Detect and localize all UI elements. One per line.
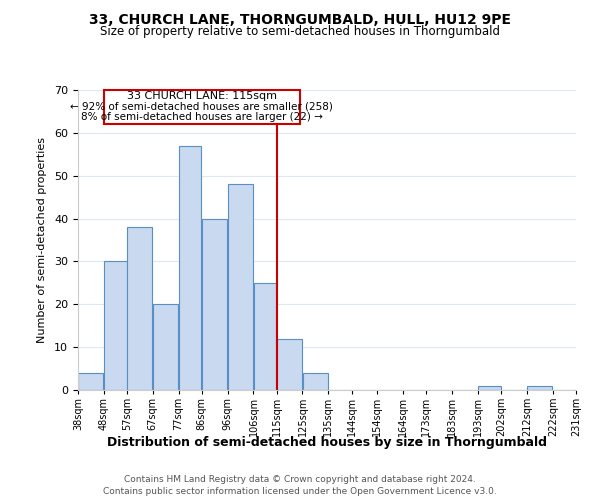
Text: 33 CHURCH LANE: 115sqm: 33 CHURCH LANE: 115sqm: [127, 91, 277, 101]
Bar: [104, 262, 127, 390]
Bar: [127, 227, 152, 390]
Text: Contains public sector information licensed under the Open Government Licence v3: Contains public sector information licen…: [103, 486, 497, 496]
Bar: [179, 146, 202, 390]
Bar: [527, 386, 553, 390]
FancyBboxPatch shape: [104, 90, 300, 124]
Bar: [228, 184, 253, 390]
Bar: [303, 373, 328, 390]
Bar: [153, 304, 178, 390]
Bar: [277, 338, 302, 390]
Text: Contains HM Land Registry data © Crown copyright and database right 2024.: Contains HM Land Registry data © Crown c…: [124, 474, 476, 484]
Bar: [202, 218, 227, 390]
Text: 33, CHURCH LANE, THORNGUMBALD, HULL, HU12 9PE: 33, CHURCH LANE, THORNGUMBALD, HULL, HU1…: [89, 12, 511, 26]
Text: ← 92% of semi-detached houses are smaller (258): ← 92% of semi-detached houses are smalle…: [70, 102, 333, 112]
Bar: [478, 386, 501, 390]
Bar: [79, 373, 103, 390]
Y-axis label: Number of semi-detached properties: Number of semi-detached properties: [37, 137, 47, 343]
Text: 8% of semi-detached houses are larger (22) →: 8% of semi-detached houses are larger (2…: [81, 112, 323, 122]
Text: Distribution of semi-detached houses by size in Thorngumbald: Distribution of semi-detached houses by …: [107, 436, 547, 449]
Text: Size of property relative to semi-detached houses in Thorngumbald: Size of property relative to semi-detach…: [100, 25, 500, 38]
Bar: [254, 283, 276, 390]
